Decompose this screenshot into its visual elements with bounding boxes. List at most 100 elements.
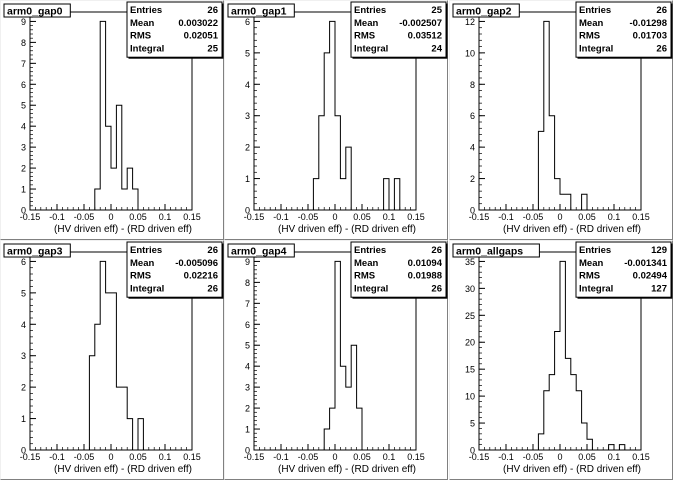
title-box-frame <box>452 3 520 18</box>
stats-box-frame <box>575 1 672 58</box>
x-tick-label: -0.05 <box>523 452 544 462</box>
y-tick-label: 2 <box>245 143 250 153</box>
y-tick-label: 4 <box>21 320 26 330</box>
y-tick-label: 8 <box>470 80 475 90</box>
x-tick-label: -0.1 <box>498 452 514 462</box>
stats-box: Entries 25 Mean -0.002507 RMS 0.03512 Integral… <box>350 1 448 59</box>
stats-box: Entries 26 Mean -0.005096 RMS 0.02216 Integral… <box>126 241 224 299</box>
x-tick-label: 0 <box>557 212 562 222</box>
histogram-pad-arm0_allgaps: 0 5 10 15 20 25 30 35 -0.15 -0.1 -0.05 0 0.05 0.1 0.15… <box>449 240 673 480</box>
stat-label-rms: RMS <box>130 31 151 42</box>
title-box: arm0_gap1 <box>227 3 295 18</box>
x-tick-label: 0.1 <box>159 452 172 462</box>
stat-value-mean: 0.01094 <box>408 258 443 269</box>
histogram-pad-arm0_gap0: 0 1 2 3 4 5 6 7 8 9 -0.15 -0.1 -0.05 0 0.05 0.1 0.15 (HV … <box>0 0 224 240</box>
x-tick-label: -0.1 <box>49 452 65 462</box>
histogram-title: arm0_gap3 <box>7 246 63 258</box>
stat-label-mean: Mean <box>130 18 154 29</box>
title-box-frame <box>227 3 295 18</box>
y-tick-label: 0 <box>245 206 250 216</box>
x-tick-label: -0.1 <box>273 452 289 462</box>
stat-label-rms: RMS <box>354 31 375 42</box>
histogram-line <box>88 260 144 450</box>
stat-label-rms: RMS <box>579 31 600 42</box>
y-tick-label: 6 <box>245 320 250 330</box>
x-tick-label: -0.05 <box>298 212 319 222</box>
x-tick-label: 0.1 <box>608 452 621 462</box>
x-tick-label: -0.05 <box>523 212 544 222</box>
stat-value-rms: 0.02051 <box>184 31 219 42</box>
stat-label-entries: Entries <box>354 245 386 256</box>
stat-value-integral: 26 <box>656 43 667 54</box>
stat-value-integral: 25 <box>207 43 218 54</box>
title-box: arm0_gap4 <box>227 243 295 258</box>
x-tick-label: 0.05 <box>578 212 596 222</box>
stat-value-integral: 24 <box>431 43 442 54</box>
stat-label-mean: Mean <box>354 18 378 29</box>
x-tick-label: 0 <box>108 452 113 462</box>
histogram-line <box>323 260 363 450</box>
pad-bevel-light <box>0 0 224 240</box>
stat-value-entries: 129 <box>651 245 667 256</box>
stats-box: Entries 26 Mean 0.01094 RMS 0.01988 Integral 26 <box>350 241 448 299</box>
y-tick-label: 10 <box>465 392 475 402</box>
y-tick-label: 1 <box>245 425 250 435</box>
stat-value-entries: 26 <box>207 245 218 256</box>
y-tick-label: 2 <box>245 404 250 414</box>
x-axis-label: (HV driven eff) - (RD driven eff) <box>54 224 192 235</box>
title-box-frame <box>3 243 71 258</box>
stat-value-mean: -0.002507 <box>399 18 442 29</box>
stat-value-mean: -0.01298 <box>629 18 667 29</box>
stat-value-mean: -0.001341 <box>624 258 668 269</box>
x-tick-label: 0.05 <box>129 452 147 462</box>
x-tick-label: -0.1 <box>49 212 65 222</box>
x-tick-label: 0 <box>557 452 562 462</box>
histogram-pad-arm0_gap4: 0 1 2 3 4 5 6 7 8 9 -0.15 -0.1 -0.05 0 0.05 0.1 0.15 (HV … <box>224 240 448 480</box>
x-tick-label: -0.15 <box>244 452 265 462</box>
y-tick-label: 10 <box>465 48 475 58</box>
y-tick-label: 5 <box>21 288 26 298</box>
pad-bevel-dark <box>0 0 224 240</box>
y-tick-label: 0 <box>21 206 26 216</box>
pad-bevel-light <box>449 240 673 480</box>
y-tick-label: 1 <box>245 174 250 184</box>
x-tick-label: 0.15 <box>407 212 425 222</box>
title-box: arm0_allgaps <box>452 243 540 258</box>
stat-value-mean: 0.003022 <box>178 18 218 29</box>
y-tick-label: 4 <box>470 143 475 153</box>
x-tick-label: -0.05 <box>74 452 95 462</box>
stat-label-integral: Integral <box>130 43 164 54</box>
pad-bevel-light <box>449 0 673 240</box>
x-tick-label: -0.15 <box>469 452 490 462</box>
stats-box: Entries 129 Mean -0.001341 RMS 0.02494 Integra… <box>575 241 673 299</box>
title-box: arm0_gap3 <box>3 243 71 258</box>
y-tick-label: 2 <box>21 164 26 174</box>
stats-box-frame <box>126 241 223 298</box>
x-tick-label: 0.1 <box>159 212 172 222</box>
x-tick-label: 0.1 <box>608 212 621 222</box>
x-tick-label: 0.1 <box>383 212 396 222</box>
y-tick-label: 35 <box>465 257 475 267</box>
y-tick-label: 20 <box>465 338 475 348</box>
y-tick-label: 5 <box>21 101 26 111</box>
stat-label-mean: Mean <box>579 258 603 269</box>
y-tick-label: 1 <box>21 185 26 195</box>
x-tick-label: 0.15 <box>183 212 201 222</box>
stat-value-integral: 26 <box>207 283 218 294</box>
y-tick-label: 3 <box>21 143 26 153</box>
histogram-pad-arm0_gap2: 0 2 4 6 8 10 12 -0.15 -0.1 -0.05 0 0.05 0.1 0.15 (HV d… <box>449 0 673 240</box>
stat-label-mean: Mean <box>354 258 378 269</box>
x-tick-label: 0 <box>332 452 337 462</box>
title-box-frame <box>227 243 295 258</box>
x-tick-label: -0.05 <box>74 212 95 222</box>
stats-box-frame <box>575 241 672 298</box>
x-tick-label: 0.15 <box>632 452 650 462</box>
stat-label-entries: Entries <box>130 245 162 256</box>
y-tick-label: 5 <box>245 341 250 351</box>
x-tick-label: -0.15 <box>20 212 41 222</box>
stat-label-entries: Entries <box>579 5 611 16</box>
y-tick-label: 6 <box>470 111 475 121</box>
histogram-title: arm0_allgaps <box>456 246 523 258</box>
x-tick-label: -0.15 <box>20 452 41 462</box>
